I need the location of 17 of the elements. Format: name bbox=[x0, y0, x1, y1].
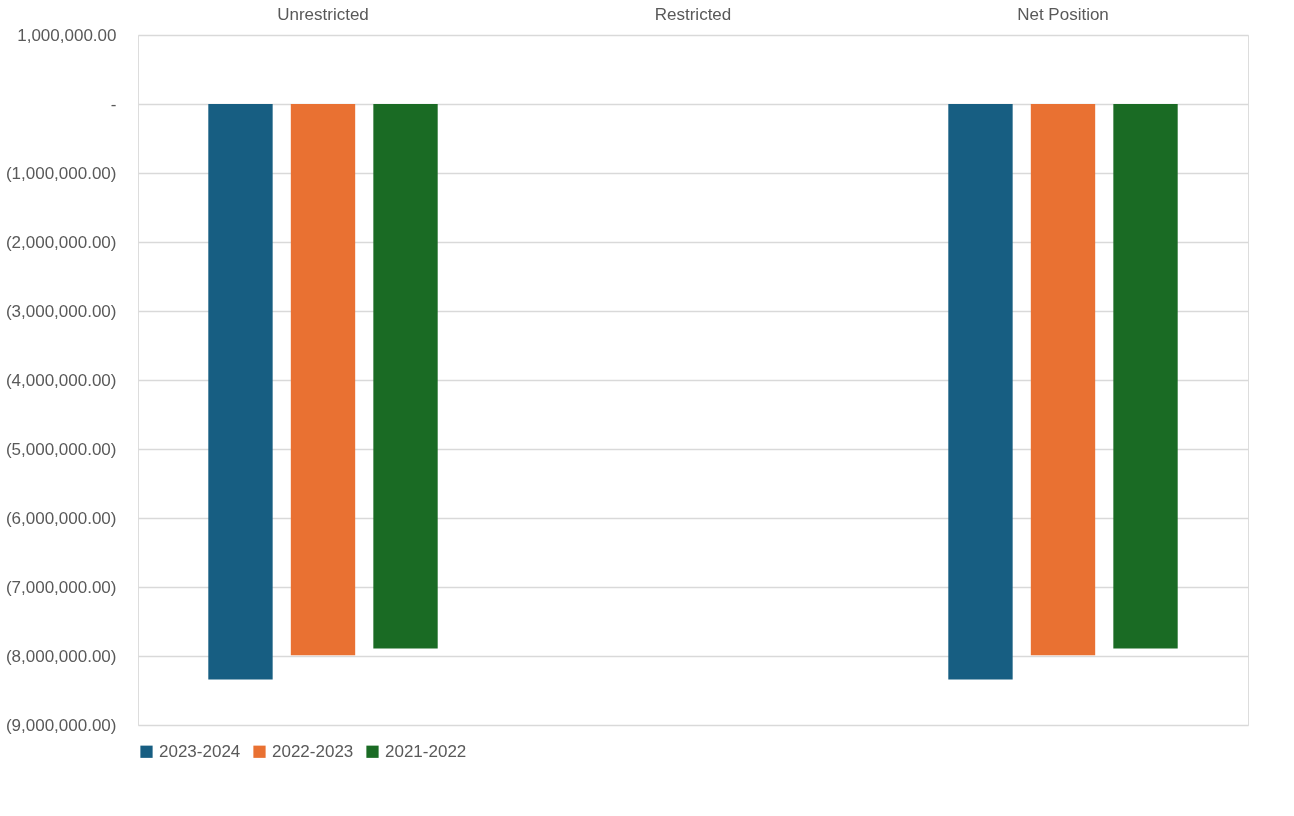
legend-label: 2022-2023 bbox=[272, 741, 354, 761]
legend-label: 2023-2024 bbox=[159, 741, 241, 761]
y-tick-label: (2,000,000.00) bbox=[5, 232, 117, 252]
legend-label: 2021-2022 bbox=[385, 741, 467, 761]
y-tick-label: (5,000,000.00) bbox=[5, 439, 117, 459]
y-tick-label: 1,000,000.00 bbox=[17, 25, 117, 45]
y-tick-label: (3,000,000.00) bbox=[5, 301, 117, 321]
y-tick-label: (7,000,000.00) bbox=[5, 577, 117, 597]
y-tick-label: (6,000,000.00) bbox=[5, 508, 117, 528]
y-tick-label: (4,000,000.00) bbox=[5, 370, 117, 390]
y-tick-label: (8,000,000.00) bbox=[5, 646, 117, 666]
y-tick-label: - bbox=[110, 94, 117, 114]
x-tick-label: Net Position bbox=[1017, 4, 1109, 24]
x-tick-label: Unrestricted bbox=[277, 4, 369, 24]
y-tick-label: (1,000,000.00) bbox=[5, 163, 117, 183]
y-tick-label: (9,000,000.00) bbox=[5, 715, 117, 735]
x-tick-label: Restricted bbox=[654, 4, 732, 24]
